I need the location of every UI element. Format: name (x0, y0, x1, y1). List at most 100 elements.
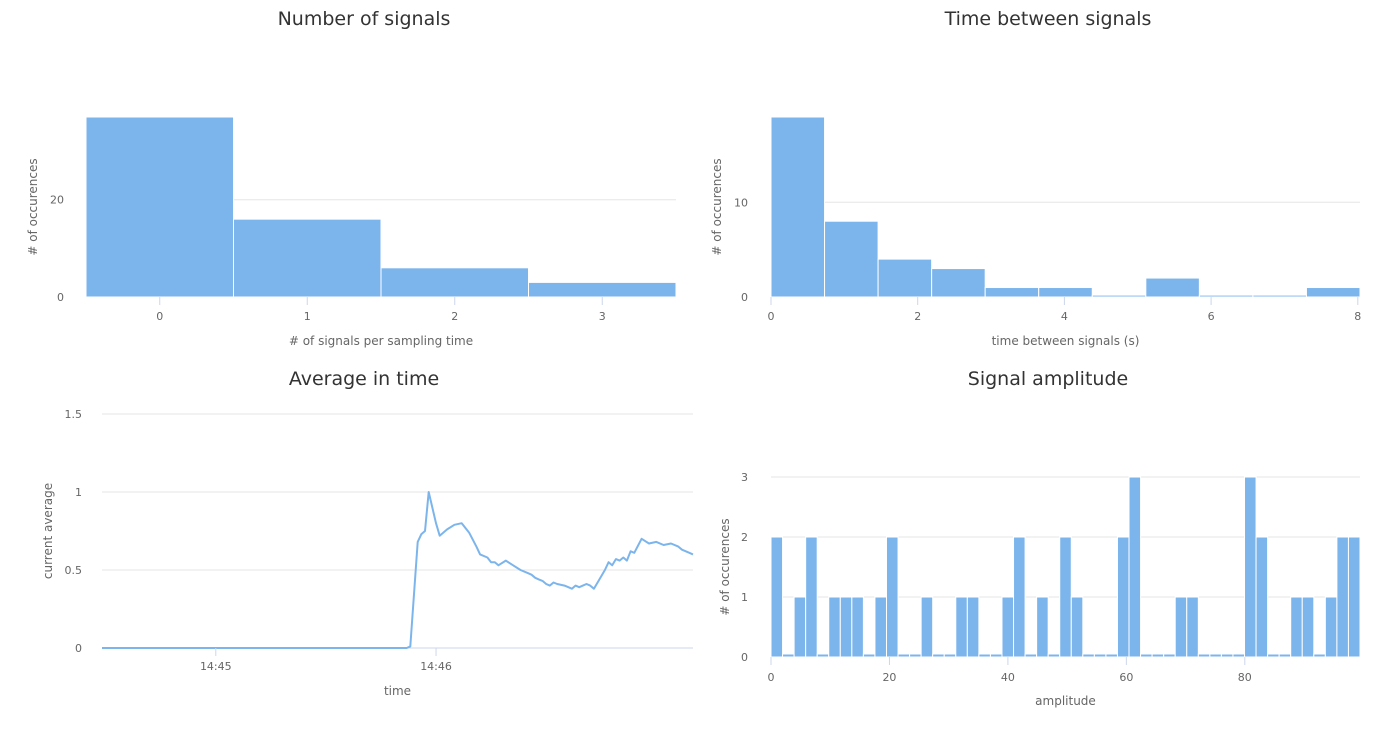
x-tick-label: 14:45 (200, 660, 232, 673)
histogram-bar (1232, 653, 1246, 658)
histogram-bar (877, 258, 933, 298)
histogram-bar (955, 596, 968, 658)
y-tick-label: 2 (741, 531, 748, 544)
y-tick-label: 0.5 (65, 564, 83, 577)
histogram-bar (1105, 653, 1118, 658)
number-of-signals-chart: Number of signals 0 20 0 1 2 3 # of signals per… (26, 8, 677, 348)
x-tick-label: 80 (1238, 671, 1252, 684)
histogram-bar (984, 287, 1040, 298)
chart-title: Number of signals (278, 8, 451, 30)
time-between-signals-chart: Time between signals 0 10 0 2 4 6 8 time between… (710, 8, 1361, 348)
x-tick-label: 0 (768, 671, 775, 684)
x-axis-label: # of signals per sampling time (289, 334, 473, 348)
x-axis-label: amplitude (1035, 694, 1096, 708)
chart-title: Average in time (289, 368, 439, 390)
y-axis-label: current average (41, 483, 55, 579)
y-axis-label: # of occurences (26, 158, 40, 255)
y-tick-label: 0 (741, 291, 748, 304)
histogram-bar (1038, 287, 1093, 298)
histogram-bar (782, 653, 795, 658)
histogram-bar (1163, 653, 1176, 658)
histogram-bar (1151, 653, 1165, 658)
histogram-bar (824, 220, 879, 298)
histogram-bar (1070, 596, 1084, 658)
x-tick-label: 0 (156, 310, 163, 323)
histogram-bar (1140, 653, 1153, 658)
histogram-bar (793, 596, 807, 658)
x-tick-label: 40 (1001, 671, 1015, 684)
histogram-bar (1082, 653, 1095, 658)
histogram-bar (816, 653, 830, 658)
x-tick-label: 20 (882, 671, 896, 684)
x-axis-label: time between signals (s) (992, 334, 1140, 348)
y-axis-label: # of occurences (710, 158, 724, 255)
x-tick-label: 60 (1119, 671, 1133, 684)
histogram-bar (1301, 596, 1315, 658)
signal-amplitude-chart: Signal amplitude 0 1 2 3 0 20 40 60 80 amplitude # … (718, 368, 1361, 708)
histogram-bar (805, 536, 818, 658)
histogram-bar (85, 116, 234, 298)
histogram-bar (1305, 287, 1361, 298)
histogram-bar (1145, 277, 1200, 298)
x-tick-label: 1 (304, 310, 311, 323)
x-tick-label: 0 (768, 310, 775, 323)
histogram-bar (380, 267, 529, 298)
y-axis-label: # of occurences (718, 518, 732, 615)
x-tick-label: 4 (1061, 310, 1068, 323)
y-tick-label: 1 (741, 591, 748, 604)
histogram-bar (1174, 596, 1188, 658)
histogram-bar (989, 653, 1003, 658)
histogram-bar (1093, 653, 1107, 658)
histogram-bar (1186, 596, 1199, 658)
histogram-bar (770, 536, 784, 658)
histogram-bar (1347, 536, 1361, 658)
histogram-bar (1244, 476, 1257, 658)
histogram-bar (1198, 294, 1254, 298)
y-tick-label: 20 (50, 194, 64, 207)
histogram-bar (1267, 653, 1280, 658)
chart-title: Time between signals (944, 8, 1152, 30)
histogram-bar (966, 596, 980, 658)
histogram-bar (1313, 653, 1326, 658)
x-axis-label: time (384, 684, 411, 698)
histogram-bar (828, 596, 841, 658)
histogram-bar (1290, 596, 1303, 658)
y-tick-label: 0 (75, 642, 82, 655)
histogram-bar (1128, 476, 1142, 658)
histogram-bar (1255, 536, 1269, 658)
x-tick-label: 14:46 (420, 660, 452, 673)
y-tick-label: 1.5 (65, 408, 83, 421)
x-tick-label: 8 (1354, 310, 1361, 323)
series-line (102, 491, 694, 649)
chart-title: Signal amplitude (968, 368, 1128, 390)
histogram-bar (1001, 596, 1015, 658)
histogram-bar (1036, 596, 1049, 658)
histogram-bar (1324, 596, 1338, 658)
histogram-bar (1209, 653, 1222, 658)
histogram-bar (978, 653, 991, 658)
histogram-bar (851, 596, 864, 658)
histogram-bar (1278, 653, 1292, 658)
histogram-bar (233, 218, 382, 298)
histogram-bar (1116, 536, 1130, 658)
histogram-bar (1013, 536, 1026, 658)
x-tick-label: 2 (914, 310, 921, 323)
histogram-bar (1252, 294, 1307, 298)
x-tick-label: 3 (599, 310, 606, 323)
histogram-bar (885, 536, 899, 658)
x-tick-label: 2 (451, 310, 458, 323)
histogram-bar (770, 116, 826, 298)
average-in-time-chart: Average in time 0 0.5 1 1.5 14:45 14:46 time cur… (41, 368, 694, 698)
y-tick-label: 10 (734, 196, 748, 209)
histogram-bar (931, 268, 986, 298)
histogram-bar (1336, 536, 1349, 658)
histogram-bar (1197, 653, 1211, 658)
histogram-bar (897, 653, 911, 658)
histogram-bar (1024, 653, 1038, 658)
histogram-bar (862, 653, 876, 658)
histogram-bar (932, 653, 945, 658)
histogram-bar (1059, 536, 1072, 658)
x-tick-label: 6 (1208, 310, 1215, 323)
histogram-bar (920, 596, 934, 658)
